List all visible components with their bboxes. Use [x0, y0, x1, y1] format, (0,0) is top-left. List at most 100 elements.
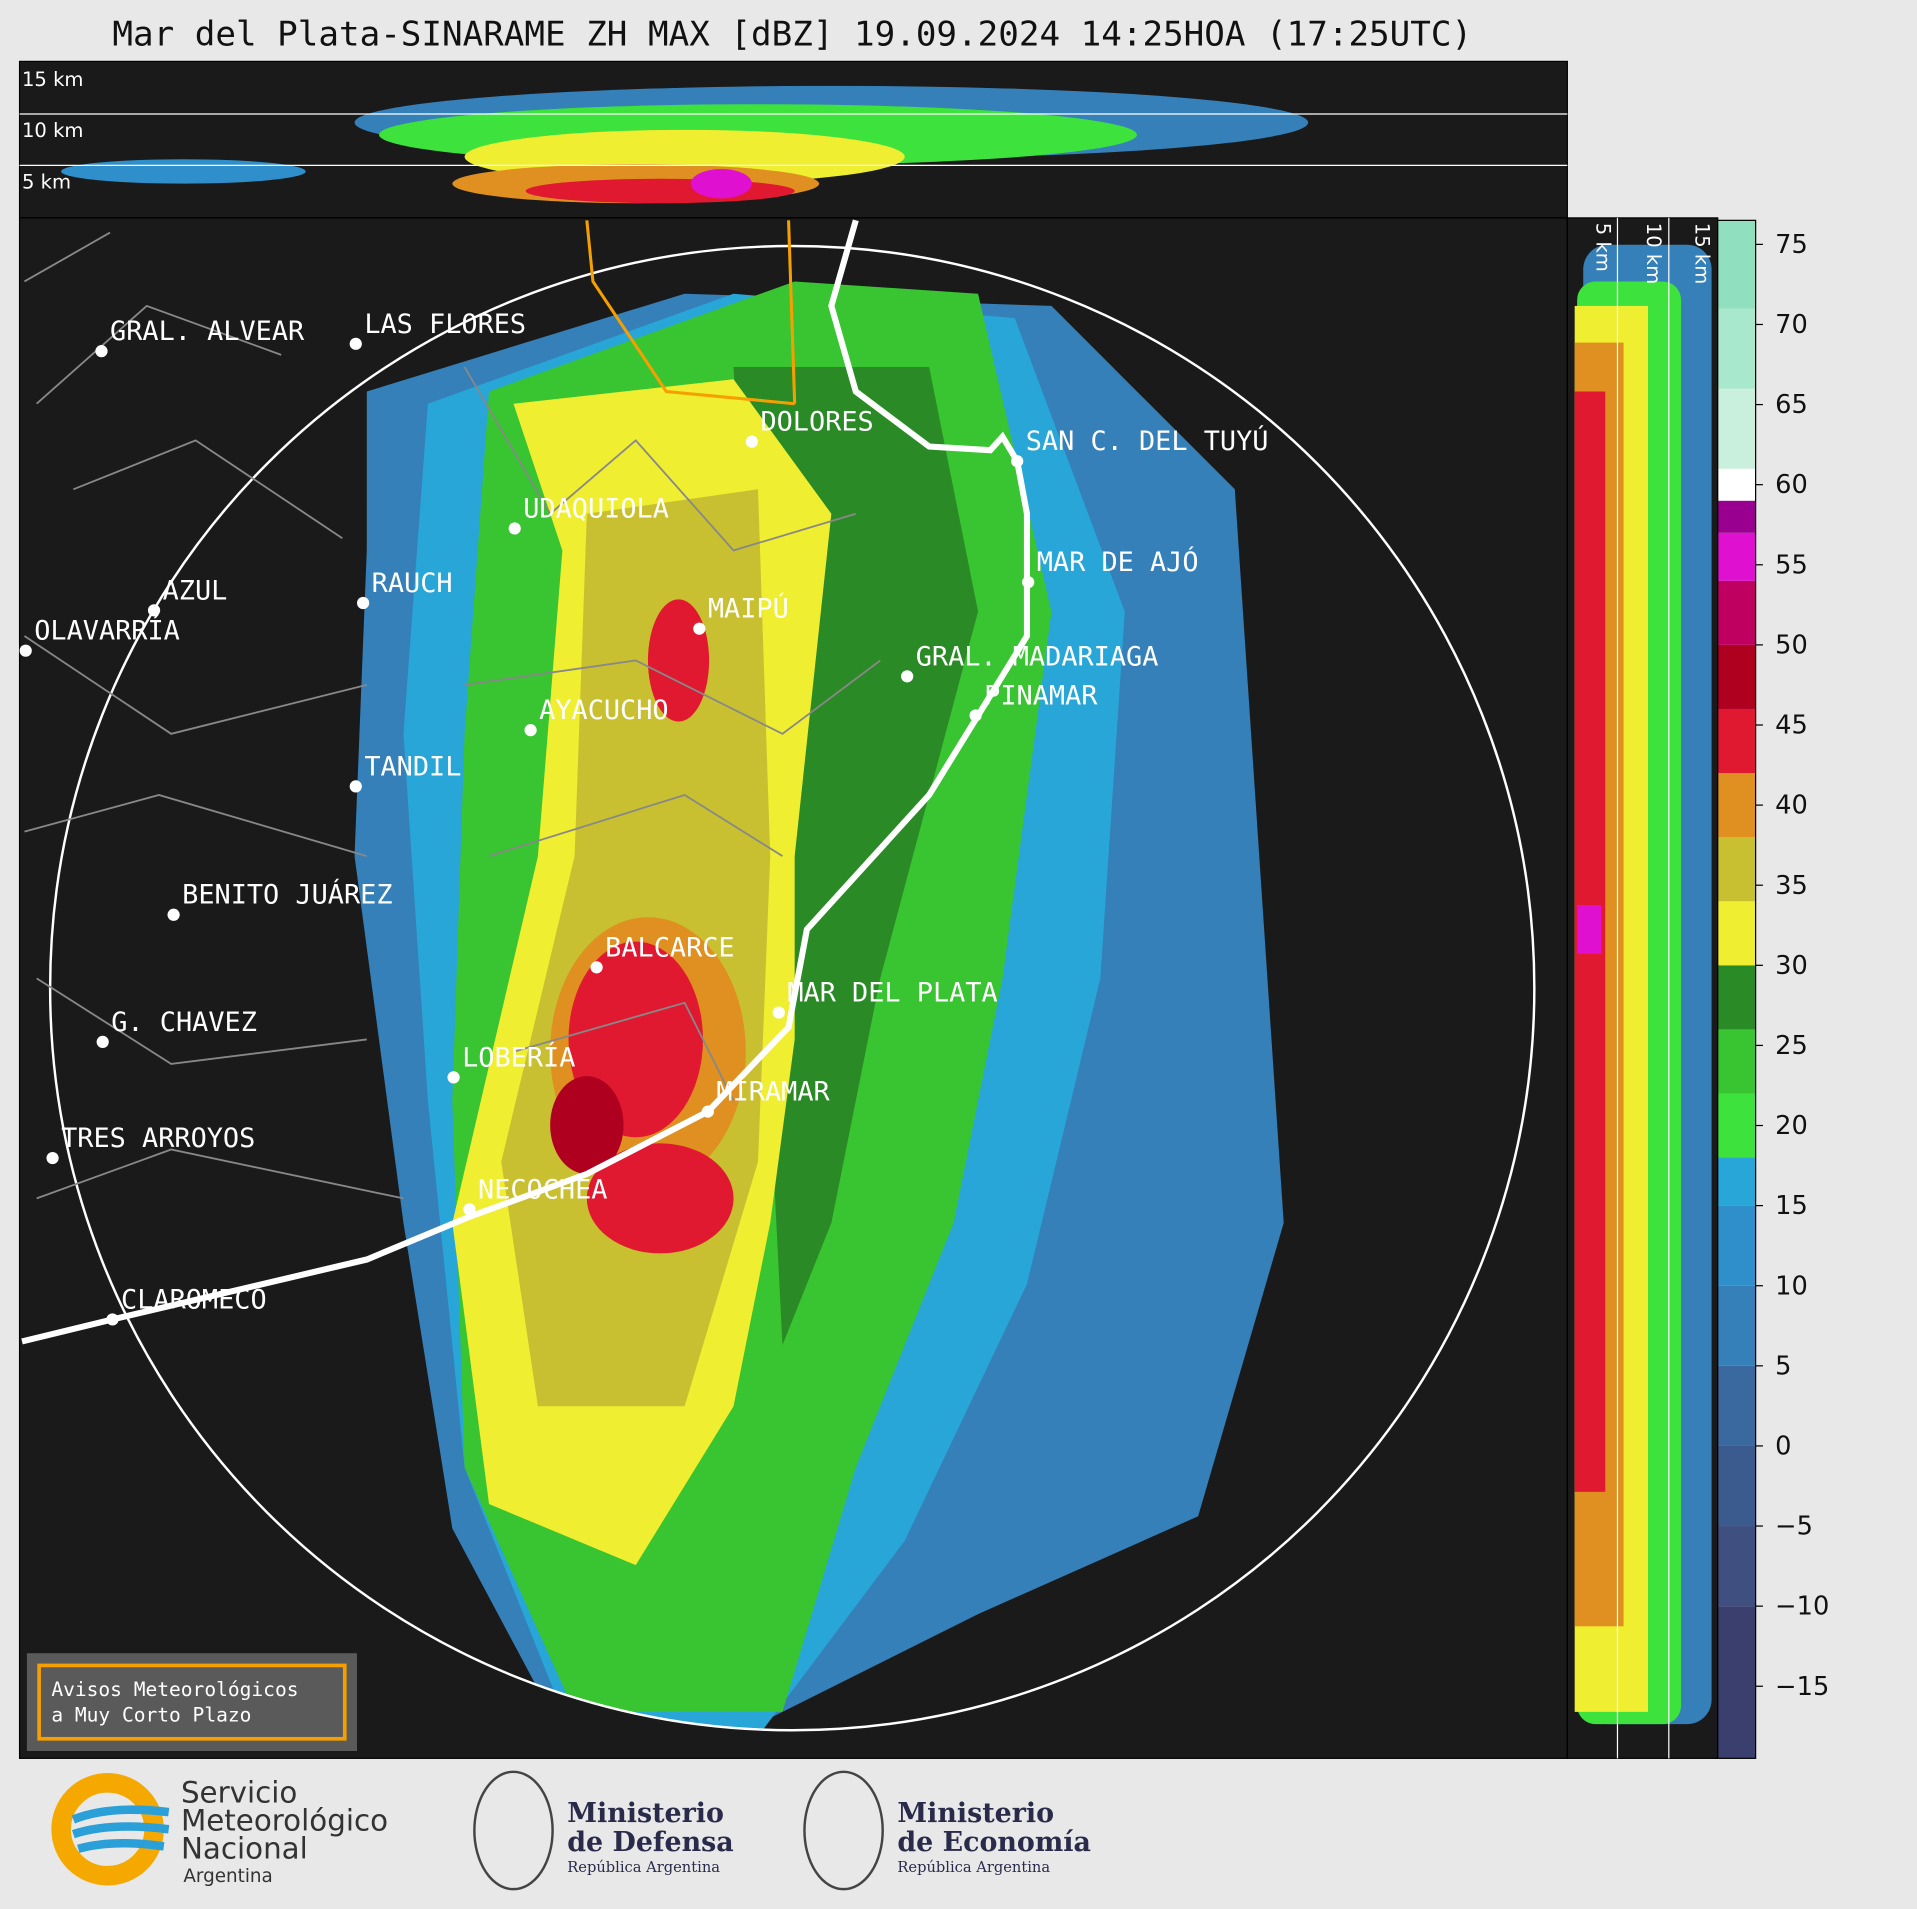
colorbar-band — [1717, 1093, 1756, 1158]
city-dot — [96, 1035, 109, 1049]
colorbar-band — [1717, 837, 1756, 902]
logo-text: República Argentina — [897, 1859, 1050, 1876]
city-label: AZUL — [163, 575, 228, 606]
city-dot — [524, 724, 537, 737]
height-label: 5 km — [1592, 223, 1615, 272]
logo-text: Meteorológico — [181, 1803, 388, 1837]
city-dot — [1011, 455, 1024, 468]
colorbar-band — [1717, 468, 1756, 501]
range-ring — [48, 244, 1536, 1732]
city-label: BENITO JUÁREZ — [182, 879, 392, 911]
colorbar-tick-label: 75 — [1775, 230, 1808, 260]
colorbar-tick-label: 55 — [1775, 550, 1808, 580]
colorbar-band — [1717, 220, 1756, 309]
colorbar-tick-label: 30 — [1775, 951, 1808, 981]
height-label: 10 km — [22, 119, 83, 142]
city-label: NECOCHEA — [478, 1174, 607, 1205]
title: Mar del Plata-SINARAME ZH MAX [dBZ] 19.0… — [112, 15, 1472, 55]
colorbar-tick-label: −10 — [1775, 1592, 1829, 1622]
colorbar-tick-label: 45 — [1775, 711, 1808, 741]
side-echo — [1574, 244, 1712, 1725]
city-label: LAS FLORES — [364, 309, 526, 340]
colorbar-band — [1717, 1029, 1756, 1094]
city-dot — [356, 596, 370, 610]
city-label: SAN C. DEL TUYÚ — [1026, 425, 1269, 457]
city-label: TANDIL — [364, 751, 461, 782]
colorbar-band — [1717, 644, 1756, 709]
colorbar-tick-label: 0 — [1775, 1431, 1791, 1461]
logo-text: Argentina — [183, 1866, 272, 1887]
city-label: GRAL. ALVEAR — [110, 316, 305, 347]
colorbar-band — [1717, 1285, 1756, 1366]
city-dot — [969, 709, 982, 722]
city-dot — [106, 1313, 119, 1326]
colorbar-band — [1717, 773, 1756, 838]
city-dot — [901, 670, 914, 683]
colorbar-band — [1717, 1365, 1756, 1446]
colorbar-tick-label: 40 — [1775, 791, 1808, 821]
city-dot — [349, 337, 362, 350]
emblem — [473, 1770, 554, 1891]
colorbar-band — [1717, 901, 1756, 966]
city-dot — [508, 522, 521, 535]
height-label: 15 km — [22, 68, 83, 91]
city-label: PINAMAR — [984, 680, 1098, 711]
city-label: MAR DEL PLATA — [787, 978, 997, 1009]
colorbar-band — [1717, 532, 1756, 581]
city-dot — [590, 961, 603, 974]
boundary-highlight — [585, 220, 797, 406]
city-label: CLAROMECO — [121, 1284, 267, 1315]
city-label: GRAL. MADARIAGA — [916, 641, 1159, 672]
colorbar-tick-label: 70 — [1775, 310, 1808, 340]
colorbar-tick-label: 15 — [1775, 1191, 1808, 1221]
city-dot — [463, 1203, 476, 1216]
city-label: MAR DE AJÓ — [1037, 546, 1199, 578]
city-dot — [693, 622, 706, 635]
city-label: TRES ARROYOS — [61, 1123, 255, 1154]
logo-text: de Economía — [897, 1827, 1091, 1858]
logo-text: Ministerio — [897, 1798, 1054, 1829]
city-label: AYACUCHO — [539, 695, 668, 726]
city-dot — [46, 1151, 59, 1165]
logo-text: de Defensa — [567, 1827, 733, 1858]
height-label: 15 km — [1691, 223, 1714, 284]
city-dot — [19, 644, 32, 657]
colorbar-band — [1717, 1606, 1756, 1759]
notice-text: a Muy Corto Plazo — [51, 1704, 251, 1727]
colorbar-tick-label: −5 — [1775, 1512, 1813, 1542]
city-dot — [772, 1006, 785, 1019]
city-label: RAUCH — [372, 568, 453, 599]
colorbar-band — [1717, 500, 1756, 533]
colorbar-band — [1717, 1157, 1756, 1206]
colorbar-tick-label: 5 — [1775, 1351, 1791, 1381]
logo-text: Nacional — [181, 1832, 308, 1866]
city-dot — [147, 604, 161, 617]
emblem — [803, 1770, 884, 1891]
notice-box — [26, 1653, 357, 1752]
colorbar-frame — [1717, 219, 1757, 1759]
colorbar-tick-label: −15 — [1775, 1672, 1829, 1702]
city-label: BALCARCE — [605, 932, 734, 963]
colorbar-tick-label: 25 — [1775, 1031, 1808, 1061]
radar-echo — [354, 281, 1284, 1731]
colorbar-band — [1717, 1445, 1756, 1527]
colorbar-tick-label: 65 — [1775, 390, 1808, 420]
colorbar-tick-label: 10 — [1775, 1271, 1808, 1301]
top-echo — [61, 85, 1309, 204]
colorbar-band — [1717, 580, 1756, 645]
colorbar-band — [1717, 388, 1756, 469]
colorbar-band — [1717, 1526, 1756, 1607]
logo-text: Ministerio — [567, 1798, 724, 1829]
colorbar-tick-label: 20 — [1775, 1111, 1808, 1141]
smn-logo — [51, 1773, 170, 1886]
colorbar-band — [1717, 1205, 1756, 1286]
height-label: 5 km — [22, 171, 71, 194]
city-label: LOBERÍA — [462, 1041, 575, 1073]
colorbar-band — [1717, 708, 1756, 774]
city-dot — [447, 1071, 460, 1084]
city-label: MAIPÚ — [708, 593, 789, 625]
city-dot — [745, 435, 758, 448]
height-label: 10 km — [1642, 223, 1665, 284]
